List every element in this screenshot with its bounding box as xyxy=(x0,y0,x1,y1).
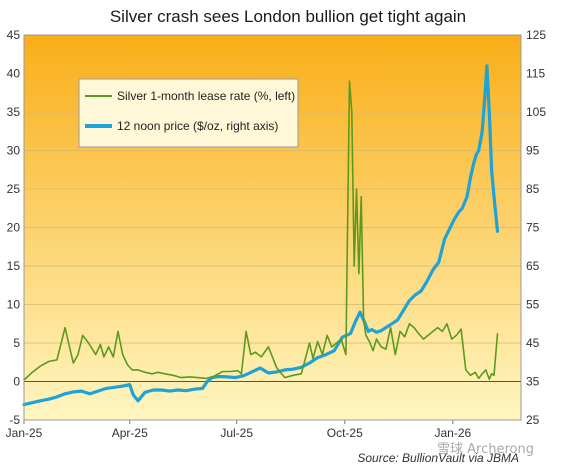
plot-frame xyxy=(23,34,522,421)
legend-box xyxy=(78,78,299,148)
y-left-tick-label: 35 xyxy=(7,105,21,119)
y-right-tick-label: 115 xyxy=(526,67,545,81)
y-left-tick-label: 10 xyxy=(7,298,21,312)
x-tick-label: Oct-25 xyxy=(327,426,363,440)
y-right-tick-label: 105 xyxy=(526,105,546,119)
y-right-tick-label: 65 xyxy=(526,259,540,273)
y-left-tick-label: 20 xyxy=(7,221,21,235)
y-right-tick-label: 85 xyxy=(526,182,540,196)
y-right-tick-label: 25 xyxy=(526,413,540,427)
y-left-tick-label: 25 xyxy=(7,182,21,196)
y-right-tick-label: 45 xyxy=(526,336,540,350)
axis-ticks: -5 0 5 10 15 20 25 30 35 40 45 25 35 45 55 65 75 85 95 105 1… xyxy=(6,28,547,440)
y-right-tick-label: 95 xyxy=(526,144,540,158)
series-line-lease-rate xyxy=(23,80,499,381)
x-tick-label: Jan-26 xyxy=(435,426,472,440)
y-left-tick-label: 45 xyxy=(7,28,21,42)
y-right-tick-label: 75 xyxy=(526,221,540,235)
y-left-tick-label: 30 xyxy=(7,144,21,158)
y-right-tick-label: 55 xyxy=(526,298,540,312)
y-left-tick-label: 40 xyxy=(7,67,21,81)
legend-label-lease-rate: Silver 1-month lease rate (%, left) xyxy=(117,89,295,103)
series-lines xyxy=(22,64,500,407)
watermark: 雪球 Archerong xyxy=(437,442,534,457)
y-left-tick-label: 5 xyxy=(13,336,20,350)
y-left-tick-label: -5 xyxy=(9,413,20,427)
y-right-tick-label: 35 xyxy=(526,375,540,389)
x-tick-label: Jul-25 xyxy=(220,426,253,440)
x-tick-label: Apr-25 xyxy=(112,426,148,440)
chart-title: Silver crash sees London bullion get tig… xyxy=(110,7,466,26)
y-left-tick-label: 15 xyxy=(7,259,21,273)
x-tick-label: Jan-25 xyxy=(6,426,43,440)
legend-label-price: 12 noon price ($/oz, right axis) xyxy=(117,119,278,133)
y-right-tick-label: 125 xyxy=(526,28,546,42)
source-note: Source: BullionVault via JBMA xyxy=(357,451,519,465)
legend: Silver 1-month lease rate (%, left) 12 n… xyxy=(78,78,299,148)
y-left-tick-label: 0 xyxy=(13,375,20,389)
series-line-price xyxy=(22,64,500,407)
